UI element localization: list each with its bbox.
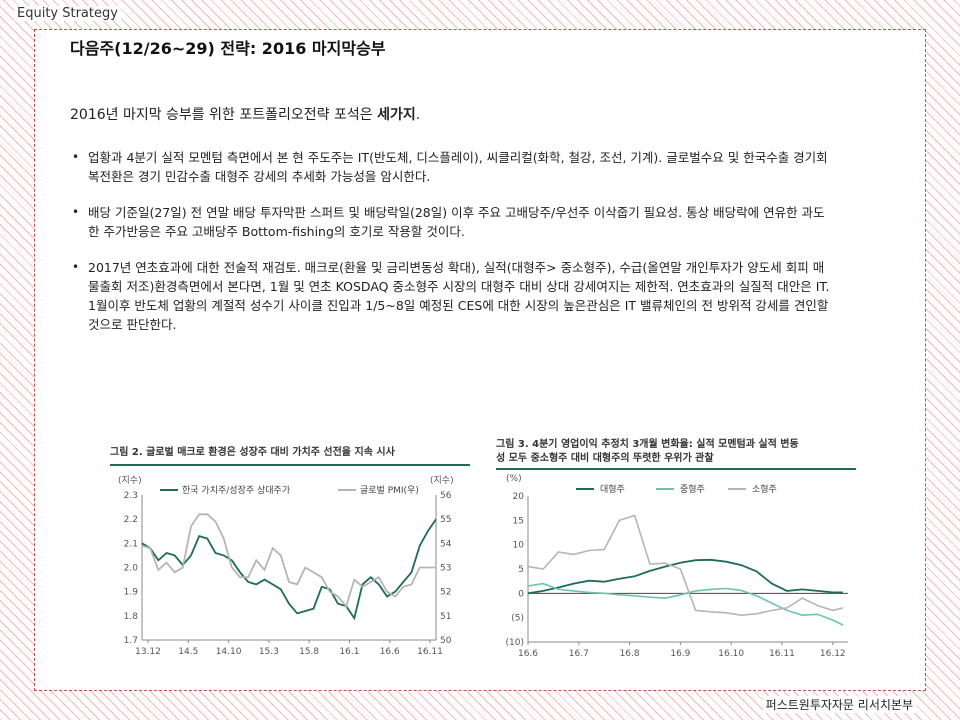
legend-mid: 중형주 — [680, 484, 705, 495]
subtitle-suffix: . — [415, 107, 421, 123]
series-small-cap-line — [527, 514, 844, 617]
x-tick-label: 16.12 — [820, 649, 846, 659]
series-large-cap-line — [527, 558, 843, 595]
x-tick-label: 16.9 — [670, 649, 690, 659]
y-tick-label: (10) — [506, 638, 524, 648]
y-right-tick-label: 51 — [440, 612, 451, 622]
y-tick-label: 20 — [513, 492, 525, 502]
y-left-tick-label: 2.1 — [124, 539, 138, 549]
figure3-unit: (%) — [506, 474, 522, 484]
y-right-tick-label: 50 — [440, 636, 452, 646]
y-left-tick-label: 2.3 — [124, 491, 138, 501]
y-left-tick-label: 2.2 — [124, 515, 138, 525]
y-right-tick-label: 56 — [440, 491, 452, 501]
x-tick-label: 16.11 — [769, 649, 795, 659]
y-right-tick-label: 55 — [440, 515, 451, 525]
series-pmi-line — [141, 513, 436, 609]
y-tick-label: 10 — [513, 541, 525, 551]
y-right-tick-label: 54 — [440, 539, 452, 549]
y-tick-label: (5) — [511, 614, 524, 624]
figure3-title-line1: 그림 3. 4분기 영업이익 추정치 3개월 변화율: 실적 모멘텀과 실적 변… — [496, 439, 799, 450]
page-frame — [34, 29, 926, 691]
y-left-tick-label: 2.0 — [124, 564, 139, 574]
bullet-list: 업황과 4분기 실적 모멘텀 측면에서 본 현 주도주는 IT(반도체, 디스플… — [70, 148, 830, 351]
legend-large: 대형주 — [600, 484, 625, 495]
x-tick-label: 16.1 — [339, 647, 359, 657]
bullet-item: 업황과 4분기 실적 모멘텀 측면에서 본 현 주도주는 IT(반도체, 디스플… — [70, 148, 830, 186]
figure2-right-unit: (지수) — [430, 475, 454, 486]
figure2-title: 그림 2. 글로벌 매크로 환경은 성장주 대비 가치주 선전을 지속 시사 — [110, 447, 395, 458]
legend-small: 소형주 — [752, 484, 777, 495]
subtitle-bold: 세가지 — [377, 107, 416, 123]
footer-label: 퍼스트원투자자문 리서치본부 — [762, 696, 916, 713]
series-mid-cap-line — [527, 582, 844, 626]
x-tick-label: 15.8 — [299, 647, 319, 657]
bullet-item: 2017년 연초효과에 대한 전술적 재검토. 매크로(환율 및 금리변동성 확… — [70, 258, 830, 334]
figure2-chart: (지수) (지수) 한국 가치주/성장주 상대주가 글로벌 PMI(우) 1.7… — [118, 475, 454, 657]
x-tick-label: 16.8 — [620, 649, 640, 659]
x-tick-label: 13.12 — [135, 647, 161, 657]
y-left-tick-label: 1.8 — [124, 612, 139, 622]
subtitle-prefix: 2016년 마지막 승부를 위한 포트폴리오전략 포석은 — [70, 107, 378, 123]
x-tick-label: 16.11 — [417, 647, 443, 657]
x-tick-label: 16.6 — [380, 647, 400, 657]
legend-pmi: 글로벌 PMI(우) — [360, 485, 419, 496]
figure3-rule — [496, 468, 856, 470]
y-tick-label: 5 — [518, 565, 524, 575]
y-right-tick-label: 53 — [440, 564, 451, 574]
x-tick-label: 16.6 — [518, 649, 538, 659]
figure3-title-line2: 성 모두 중소형주 대비 대형주의 뚜렷한 우위가 관찰 — [496, 453, 714, 464]
y-left-tick-label: 1.9 — [124, 588, 139, 598]
legend-value-growth: 한국 가치주/성장주 상대주가 — [182, 484, 290, 496]
header-label: Equity Strategy — [14, 6, 121, 21]
page-subtitle: 2016년 마지막 승부를 위한 포트폴리오전략 포석은 세가지. — [70, 104, 420, 124]
y-left-tick-label: 1.7 — [124, 636, 138, 646]
x-tick-label: 14.5 — [178, 647, 198, 657]
page-title: 다음주(12/26~29) 전략: 2016 마지막승부 — [70, 39, 386, 58]
y-right-tick-label: 52 — [440, 588, 451, 598]
y-tick-label: 15 — [513, 516, 524, 526]
figure2-left-unit: (지수) — [118, 475, 142, 486]
y-tick-label: 0 — [518, 589, 524, 599]
x-tick-label: 15.3 — [259, 647, 279, 657]
x-tick-label: 16.7 — [569, 649, 589, 659]
x-tick-label: 14.10 — [216, 647, 242, 657]
figure2-rule — [110, 464, 470, 466]
figure3-chart: (%) 대형주 중형주 소형주 20 15 10 5 0 (5) (10)16.6 16.7 1… — [506, 474, 848, 659]
bullet-item: 배당 기준일(27일) 전 연말 배당 투자막판 스퍼트 및 배당락일(28일)… — [70, 203, 830, 241]
series-value-growth-line — [141, 518, 437, 621]
x-tick-label: 16.10 — [718, 649, 744, 659]
